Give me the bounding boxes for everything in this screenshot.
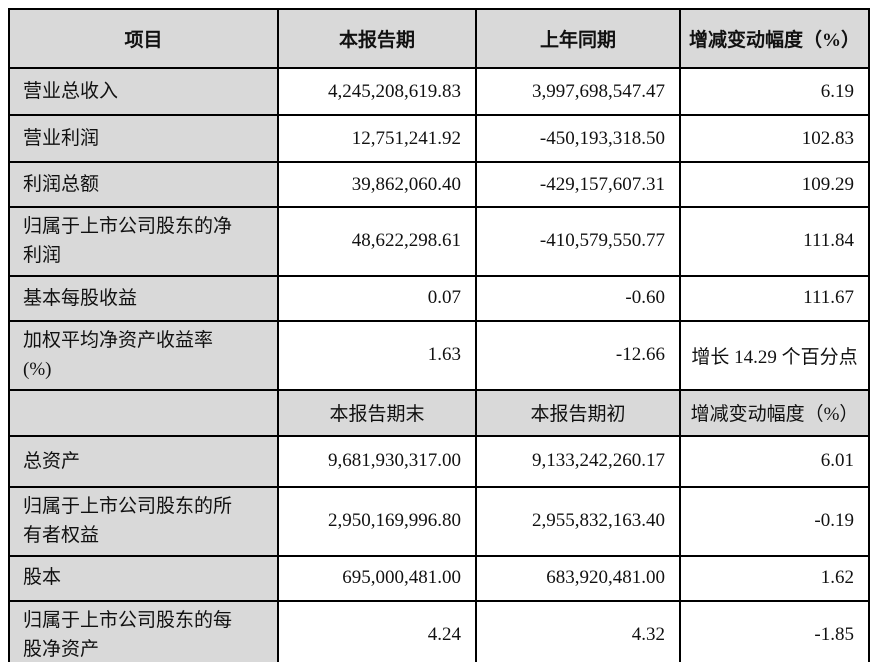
cell-current: 2,950,169,996.80 — [277, 485, 477, 557]
row-label: 基本每股收益 — [8, 274, 279, 322]
row-label: 营业利润 — [8, 114, 279, 163]
cell-prior: 3,997,698,547.47 — [475, 67, 681, 116]
financial-summary-table: 项目 本报告期 上年同期 增减变动幅度（%） 营业总收入 4,245,208,6… — [8, 8, 870, 662]
table-row-total-revenue: 营业总收入 4,245,208,619.83 3,997,698,547.47 … — [8, 67, 870, 116]
cell-prior: -410,579,550.77 — [475, 206, 681, 277]
row-label: 归属于上市公司股东的每股净资产 — [8, 599, 279, 662]
cell-change: 6.01 — [679, 434, 870, 488]
cell-change: 111.67 — [679, 274, 870, 322]
cell-prior: -0.60 — [475, 274, 681, 322]
cell-prior: 683,920,481.00 — [475, 554, 681, 602]
cell-current: 0.07 — [277, 274, 477, 322]
cell-prior: -429,157,607.31 — [475, 161, 681, 208]
cell-change: -0.19 — [679, 485, 870, 557]
table-row-net-assets-per-share: 归属于上市公司股东的每股净资产 4.24 4.32 -1.85 — [8, 599, 870, 662]
cell-current: 695,000,481.00 — [277, 554, 477, 602]
row-label: 归属于上市公司股东的净利润 — [8, 206, 279, 277]
subheader-period-start: 本报告期初 — [475, 388, 681, 437]
table-row-total-profit: 利润总额 39,862,060.40 -429,157,607.31 109.2… — [8, 161, 870, 208]
table-row-basic-eps: 基本每股收益 0.07 -0.60 111.67 — [8, 274, 870, 322]
cell-prior: 2,955,832,163.40 — [475, 485, 681, 557]
table-subheader-row: 本报告期末 本报告期初 增减变动幅度（%） — [8, 388, 870, 437]
row-label: 营业总收入 — [8, 67, 279, 116]
cell-current: 4,245,208,619.83 — [277, 67, 477, 116]
table-row-owners-equity-attributable: 归属于上市公司股东的所有者权益 2,950,169,996.80 2,955,8… — [8, 485, 870, 557]
cell-change: 6.19 — [679, 67, 870, 116]
col-header-current-period: 本报告期 — [277, 8, 477, 69]
cell-change: 111.84 — [679, 206, 870, 277]
row-label: 归属于上市公司股东的所有者权益 — [8, 485, 279, 557]
cell-prior: 9,133,242,260.17 — [475, 434, 681, 488]
subheader-blank-cell — [8, 388, 279, 437]
cell-prior: 4.32 — [475, 599, 681, 662]
cell-current: 4.24 — [277, 599, 477, 662]
cell-change: 1.62 — [679, 554, 870, 602]
row-label: 股本 — [8, 554, 279, 602]
cell-change: 109.29 — [679, 161, 870, 208]
cell-current: 9,681,930,317.00 — [277, 434, 477, 488]
table-row-net-profit-attributable: 归属于上市公司股东的净利润 48,622,298.61 -410,579,550… — [8, 206, 870, 277]
table-row-share-capital: 股本 695,000,481.00 683,920,481.00 1.62 — [8, 554, 870, 602]
subheader-period-end: 本报告期末 — [277, 388, 477, 437]
cell-current: 39,862,060.40 — [277, 161, 477, 208]
table-row-weighted-avg-roe: 加权平均净资产收益率(%) 1.63 -12.66 增长 14.29 个百分点 — [8, 319, 870, 391]
row-label: 总资产 — [8, 434, 279, 488]
table-row-total-assets: 总资产 9,681,930,317.00 9,133,242,260.17 6.… — [8, 434, 870, 488]
col-header-prior-period: 上年同期 — [475, 8, 681, 69]
row-label: 加权平均净资产收益率(%) — [8, 319, 279, 391]
cell-change: 102.83 — [679, 114, 870, 163]
table-header-row: 项目 本报告期 上年同期 增减变动幅度（%） — [8, 8, 870, 69]
col-header-item: 项目 — [8, 8, 279, 69]
row-label: 利润总额 — [8, 161, 279, 208]
cell-prior: -12.66 — [475, 319, 681, 391]
col-header-change-pct: 增减变动幅度（%） — [679, 8, 870, 69]
cell-change: 增长 14.29 个百分点 — [679, 319, 870, 391]
cell-current: 48,622,298.61 — [277, 206, 477, 277]
cell-prior: -450,193,318.50 — [475, 114, 681, 163]
subheader-change-pct: 增减变动幅度（%） — [679, 388, 870, 437]
table-row-operating-profit: 营业利润 12,751,241.92 -450,193,318.50 102.8… — [8, 114, 870, 163]
cell-current: 12,751,241.92 — [277, 114, 477, 163]
cell-current: 1.63 — [277, 319, 477, 391]
cell-change: -1.85 — [679, 599, 870, 662]
